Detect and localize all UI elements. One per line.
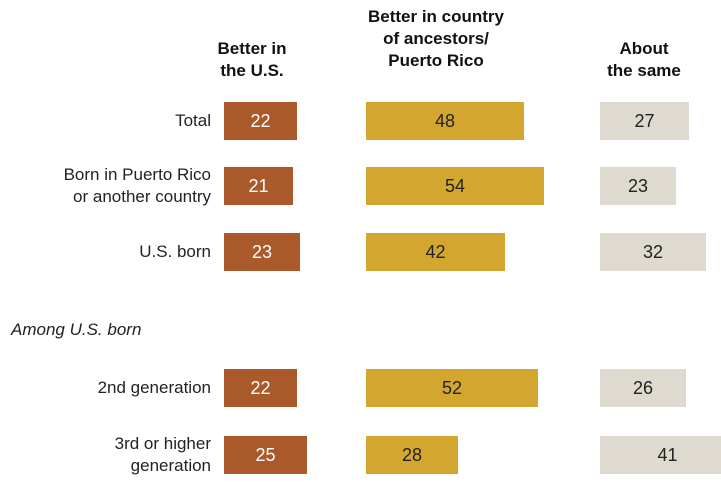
bar-value-about-the-same-us-born: 32: [642, 242, 664, 262]
column-header-better-in-us: Better in the U.S.: [217, 39, 287, 80]
bar-better-in-ancestor-country-us-born: [366, 233, 505, 271]
bar-better-in-ancestor-country-third-generation: [366, 436, 458, 474]
row-label-second-generation: 2nd generation: [97, 378, 211, 397]
row-label-third-generation: 3rd or higher generation: [114, 434, 211, 475]
bar-value-better-in-ancestor-country-us-born: 42: [425, 242, 446, 262]
bar-better-in-ancestor-country-second-generation: [366, 369, 538, 407]
bar-about-the-same-born-outside-us: [600, 167, 676, 205]
bar-better-in-us-born-outside-us: [224, 167, 293, 205]
row-label-total: Total: [175, 111, 211, 130]
bar-better-in-us-third-generation: [224, 436, 307, 474]
bar-about-the-same-us-born: [600, 233, 706, 271]
column-header-better-in-ancestor-country: Better in country of ancestors/ Puerto R…: [367, 7, 505, 70]
bar-value-better-in-us-total: 22: [250, 111, 271, 131]
bar-value-better-in-ancestor-country-second-generation: 52: [441, 378, 463, 398]
bar-value-about-the-same-born-outside-us: 23: [627, 176, 649, 196]
bar-better-in-us-total: [224, 102, 297, 140]
bar-value-about-the-same-third-generation: 41: [657, 445, 678, 465]
bar-value-better-in-ancestor-country-born-outside-us: 54: [444, 176, 466, 196]
bar-value-better-in-us-third-generation: 25: [255, 445, 276, 465]
bar-better-in-ancestor-country-born-outside-us: [366, 167, 544, 205]
bar-value-better-in-ancestor-country-total: 48: [434, 111, 456, 131]
bar-value-better-in-us-us-born: 23: [251, 242, 273, 262]
row-label-born-outside-us: Born in Puerto Rico or another country: [63, 165, 211, 206]
bar-about-the-same-third-generation: [600, 436, 721, 474]
column-header-about-the-same: About the same: [607, 39, 681, 80]
bar-value-better-in-us-born-outside-us: 21: [248, 176, 269, 196]
bar-about-the-same-total: [600, 102, 689, 140]
bar-better-in-us-second-generation: [224, 369, 297, 407]
bar-about-the-same-second-generation: [600, 369, 686, 407]
row-label-us-born: U.S. born: [139, 242, 211, 261]
bar-value-about-the-same-total: 27: [634, 111, 655, 131]
bar-value-better-in-us-second-generation: 22: [250, 378, 271, 398]
bar-better-in-ancestor-country-total: [366, 102, 524, 140]
bar-better-in-us-us-born: [224, 233, 300, 271]
bar-value-better-in-ancestor-country-third-generation: 28: [401, 445, 423, 465]
section-label: Among U.S. born: [11, 320, 142, 339]
bar-value-about-the-same-second-generation: 26: [632, 378, 654, 398]
